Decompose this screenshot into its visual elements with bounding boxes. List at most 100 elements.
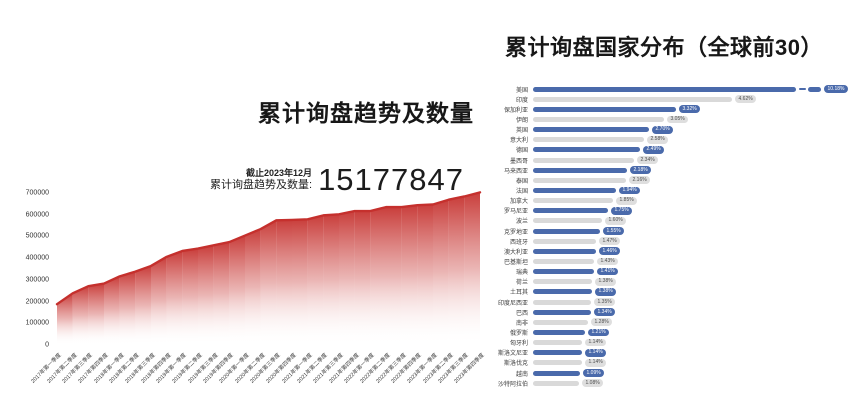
country-label: 巴基斯坦 [503,259,528,266]
trend-total-caption: 截止2023年12月 累计询盘趋势及数量: [210,168,312,193]
value-badge: 2.70% [652,125,674,134]
bar [533,116,664,122]
bar-row: 瑞典 1.41% [450,267,848,277]
bar-row: 墨西哥 2.34% [450,155,848,165]
bar [533,319,588,325]
bar-row: 荷兰 1.38% [450,277,848,287]
bar-track: 1.38% [533,287,848,296]
value-badge: 2.49% [643,146,665,154]
bar [533,238,596,244]
trend-total-annotation: 截止2023年12月 累计询盘趋势及数量: 15177847 [150,160,464,200]
country-label: 德国 [515,148,528,155]
y-tick-label: 300000 [25,276,49,284]
value-badge: 1.28% [591,318,613,327]
bar [533,248,596,254]
bar-row: 伊朗 3.05% [450,114,848,124]
country-label: 沙特阿拉伯 [497,381,528,388]
bar-track: 1.14% [533,338,848,347]
country-label: 斯洛文尼亚 [497,351,528,358]
country-label: 伊朗 [515,117,528,124]
bar-row: 法国 1.94% [450,185,848,195]
bar [533,309,591,315]
value-badge: 4.62% [735,95,757,104]
bar-row: 匈牙利 1.14% [450,338,848,348]
value-badge: 1.41% [597,267,619,276]
bar [533,86,796,92]
country-label: 罗马尼亚 [503,209,528,216]
asof-label: 截止2023年12月 [246,167,313,178]
bar-row: 保加利亚 3.32% [450,104,848,114]
bar-row: 马来西亚 2.18% [450,165,848,175]
country-label: 法国 [515,188,528,195]
value-badge: 1.14% [585,338,607,347]
bar-row: 斯洛文尼亚 1.14% [450,348,848,358]
bar-track: 1.14% [533,348,848,357]
bar-track: 1.41% [533,267,848,276]
bar-row: 斯洛伐克 1.14% [450,358,848,368]
bar-track: 1.46% [533,247,848,256]
bar-track: 1.75% [533,206,848,215]
country-label: 西班牙 [509,239,528,246]
bar-row: 巴基斯坦 1.43% [450,256,848,266]
country-label: 巴西 [515,310,528,317]
country-label: 意大利 [509,138,528,145]
axis-break-dash [798,87,806,91]
bar-row: 沙特阿拉伯 1.08% [450,378,848,388]
bar-row: 巴西 1.34% [450,307,848,317]
bar-row: 澳大利亚 1.46% [450,246,848,256]
value-badge: 1.08% [582,379,604,388]
bar [533,208,608,214]
bar [533,370,580,376]
bar [533,329,585,335]
bar [533,258,594,264]
value-badge: 1.34% [594,308,616,317]
bar [533,279,592,285]
country-label: 英国 [515,128,528,135]
value-badge: 1.94% [619,186,641,195]
country-bar-list: 美国 10.18% 印度 4.62% 保加利亚 3.32% 伊朗 3.05% 英国 2.70% 意大… [450,84,848,388]
bar-track: 2.49% [533,146,848,154]
country-label: 泰国 [515,178,528,185]
bar [533,350,582,356]
value-badge: 1.35% [594,298,616,306]
bar-track: 2.58% [533,135,848,144]
bar-row: 西班牙 1.47% [450,236,848,246]
bar-row: 印度尼西亚 1.35% [450,297,848,307]
bar [533,106,676,112]
value-badge: 1.14% [585,348,607,357]
country-label: 波兰 [515,219,528,226]
bar-track: 1.47% [533,237,848,246]
bar [533,177,626,183]
bar-track: 1.34% [533,308,848,317]
y-tick-label: 600000 [25,211,49,219]
bar-row: 克罗地亚 1.55% [450,226,848,236]
trend-area-chart [55,191,482,345]
bar-row: 意大利 2.58% [450,135,848,145]
bar-track: 3.32% [533,105,848,114]
value-badge: 2.16% [629,176,651,185]
bar-track: 10.18% [533,85,848,93]
bar-track: 1.08% [533,379,848,388]
trend-chart-title: 累计询盘趋势及数量 [258,100,474,126]
bar [533,228,600,234]
bar-track: 1.14% [533,358,848,367]
value-badge: 1.09% [583,369,605,377]
country-label: 印度 [515,97,528,104]
value-badge: 1.55% [603,227,625,235]
bar [533,360,582,366]
country-label: 印度尼西亚 [497,300,528,307]
value-badge: 1.46% [599,247,621,256]
value-badge: 1.21% [588,328,610,337]
country-label: 瑞典 [515,270,528,277]
bar-row: 英国 2.70% [450,125,848,135]
bar [533,289,592,295]
country-label: 土耳其 [509,290,528,297]
bar-track: 1.85% [533,196,848,205]
value-badge: 1.85% [616,196,638,205]
bar-track: 3.05% [533,115,848,124]
country-label: 墨西哥 [509,158,528,165]
bar-track: 1.35% [533,298,848,306]
country-label: 荷兰 [515,280,528,287]
bar-track: 1.28% [533,318,848,327]
bar [533,187,616,193]
